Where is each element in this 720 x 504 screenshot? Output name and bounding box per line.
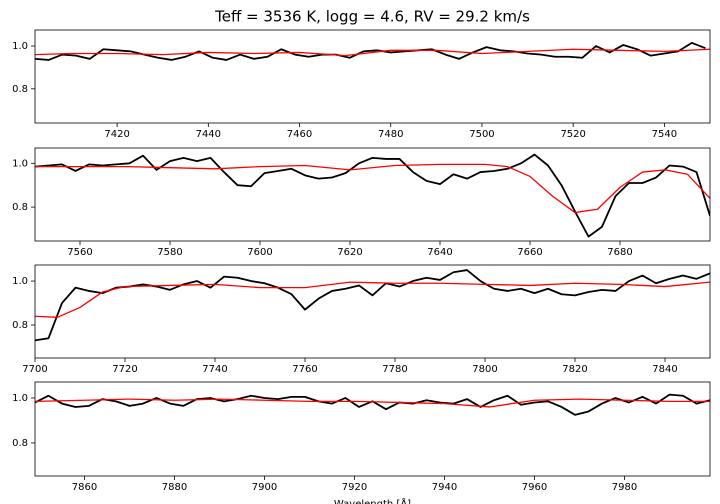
x-tick-label: 7740 (202, 364, 227, 375)
x-axis-label: Wavelength [Å] (334, 497, 411, 504)
x-tick-label: 7840 (652, 364, 677, 375)
axes-frame (34, 381, 711, 477)
axes-frame (34, 147, 711, 242)
x-tick-label: 7540 (652, 129, 677, 140)
x-tick-label: 7860 (72, 482, 97, 493)
y-tick-label: 1.0 (12, 41, 28, 52)
y-tick-label: 1.0 (12, 393, 28, 404)
x-tick-label: 7820 (562, 364, 587, 375)
x-tick-label: 7980 (612, 482, 637, 493)
axes-frame (34, 264, 711, 359)
x-tick-label: 7940 (432, 482, 457, 493)
x-tick-label: 7480 (378, 129, 403, 140)
x-tick-label: 7800 (472, 364, 497, 375)
spectrum-line (35, 153, 710, 238)
y-tick-label: 1.0 (12, 158, 28, 169)
y-tick-label: 0.8 (12, 202, 28, 213)
x-tick-label: 7680 (607, 247, 632, 258)
x-tick-label: 7960 (522, 482, 547, 493)
chart-title: Teff = 3536 K, logg = 4.6, RV = 29.2 km/… (214, 8, 530, 26)
x-tick-label: 7640 (427, 247, 452, 258)
x-tick-label: 7460 (287, 129, 312, 140)
x-tick-label: 7780 (382, 364, 407, 375)
x-tick-label: 7660 (517, 247, 542, 258)
x-tick-label: 7880 (162, 482, 187, 493)
spectrum-line (35, 398, 710, 408)
x-tick-label: 7600 (247, 247, 272, 258)
x-tick-label: 7420 (104, 129, 129, 140)
spectrum-line (35, 269, 710, 342)
x-tick-label: 7620 (337, 247, 362, 258)
x-tick-label: 7560 (67, 247, 92, 258)
spectrum-line (35, 163, 710, 214)
spectrum-line (35, 48, 710, 57)
x-tick-label: 7900 (252, 482, 277, 493)
spectrum-line (35, 393, 710, 416)
y-tick-label: 1.0 (12, 276, 28, 287)
y-tick-label: 0.8 (12, 320, 28, 331)
x-tick-label: 7700 (22, 364, 47, 375)
x-tick-label: 7440 (196, 129, 221, 140)
y-tick-label: 0.8 (12, 438, 28, 449)
x-tick-label: 7920 (342, 482, 367, 493)
panel: Teff = 3536 K, logg = 4.6, RV = 29.2 km/… (12, 8, 711, 140)
x-tick-label: 7520 (560, 129, 585, 140)
spectrum-line (35, 281, 710, 318)
x-tick-label: 7500 (469, 129, 494, 140)
spectrum-line (35, 41, 706, 61)
axes-frame (34, 29, 711, 124)
y-tick-label: 0.8 (12, 84, 28, 95)
x-tick-label: 7760 (292, 364, 317, 375)
x-tick-label: 7580 (157, 247, 182, 258)
panel: 7700 7720 7740 7760 7780 7800 7820 7840 0.8 1.0 (12, 264, 711, 375)
panel: Wavelength [Å] 7860 7880 7900 7920 7940 7960 79… (12, 381, 711, 504)
x-tick-label: 7720 (112, 364, 137, 375)
panel: 7560 7580 7600 7620 7640 7660 7680 0.8 1.0 (12, 147, 711, 258)
